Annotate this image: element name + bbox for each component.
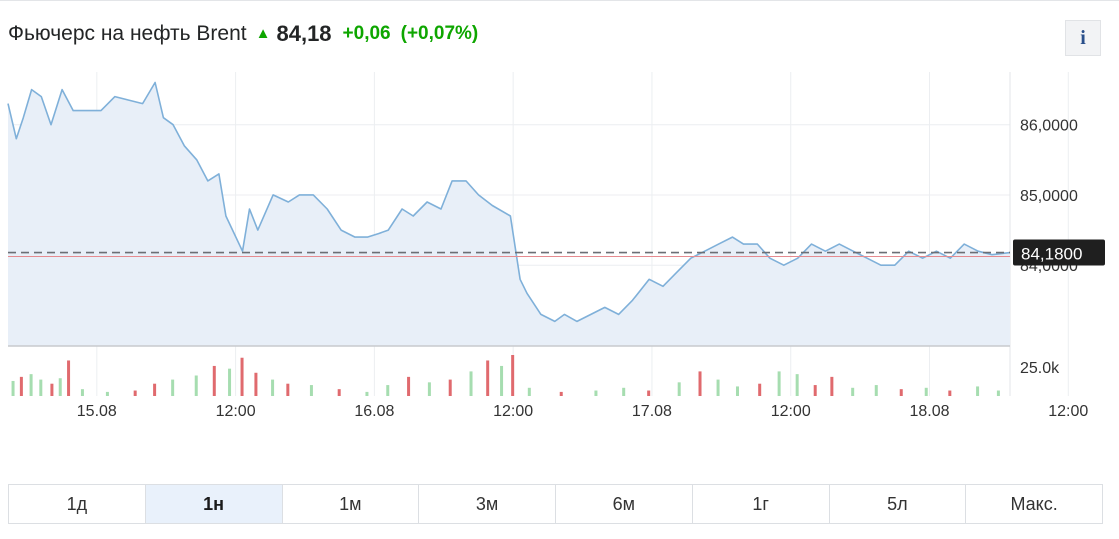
- volume-bar: [133, 390, 137, 396]
- volume-bar: [948, 390, 952, 396]
- volume-bar: [851, 387, 855, 396]
- volume-bar: [448, 379, 452, 396]
- volume-bar: [153, 383, 157, 396]
- y-tick-label: 86,0000: [1020, 118, 1078, 135]
- tab-1w[interactable]: 1н: [145, 485, 283, 523]
- volume-bar: [777, 371, 781, 396]
- volume-bar: [874, 385, 878, 396]
- volume-bar: [39, 379, 43, 396]
- volume-bar: [527, 387, 531, 396]
- volume-bar: [427, 382, 431, 396]
- volume-bar: [486, 360, 490, 396]
- price-line: [7, 81, 1011, 323]
- volume-bar: [511, 355, 515, 396]
- volume-bar: [254, 372, 258, 396]
- volume-bar: [830, 376, 834, 396]
- tab-1y[interactable]: 1г: [693, 485, 830, 523]
- volume-bar: [80, 389, 84, 396]
- volume-bar: [407, 376, 411, 396]
- volume-bar: [647, 390, 651, 396]
- volume-bar: [758, 383, 762, 396]
- top-divider: [0, 0, 1119, 1]
- volume-bar: [50, 383, 54, 396]
- volume-bar: [19, 376, 23, 396]
- volume-bar: [67, 360, 71, 396]
- volume-bar: [309, 385, 313, 396]
- volume-bar: [286, 383, 290, 396]
- instrument-title: Фьючерс на нефть Brent: [8, 22, 247, 45]
- x-tick-label: 17.08: [632, 403, 672, 420]
- volume-tick-label: 25.0k: [1020, 360, 1060, 377]
- volume-bar: [698, 371, 702, 396]
- last-price-badge: [1013, 239, 1105, 266]
- volume-bar: [795, 374, 799, 396]
- volume-bar: [228, 368, 232, 396]
- y-tick-label: 85,0000: [1020, 188, 1078, 205]
- volume-bar: [212, 365, 216, 396]
- volume-bar: [105, 391, 109, 396]
- x-tick-label: 12:00: [493, 403, 533, 420]
- instrument-header: Фьючерс на нефть Brent ▲ 84,18 +0,06 (+0…: [8, 18, 478, 50]
- tab-3m[interactable]: 3м: [419, 485, 556, 523]
- volume-bar: [996, 390, 1000, 396]
- volume-bar: [29, 374, 33, 396]
- volume-bar: [240, 357, 244, 396]
- info-button[interactable]: i: [1065, 20, 1101, 56]
- volume-bar: [469, 371, 473, 396]
- tab-max[interactable]: Макс.: [1010, 493, 1058, 514]
- tab-1m[interactable]: 1м: [283, 485, 420, 523]
- volume-bar: [271, 379, 275, 396]
- volume-bar: [559, 391, 563, 396]
- tab-1d[interactable]: 1д: [9, 485, 146, 523]
- price-area: [8, 82, 1010, 346]
- volume-bar: [622, 387, 626, 396]
- volume-bar: [813, 385, 817, 396]
- volume-bar: [500, 365, 504, 396]
- volume-bar: [924, 387, 928, 396]
- volume-bar: [337, 389, 341, 396]
- volume-bar: [677, 382, 681, 396]
- x-tick-label: 12:00: [216, 403, 256, 420]
- volume-bar: [58, 378, 62, 396]
- volume-bar: [594, 390, 598, 396]
- x-tick-label: 18.08: [909, 403, 949, 420]
- volume-bar: [11, 380, 15, 396]
- tab-6m[interactable]: 6м: [556, 485, 693, 523]
- tab-5y[interactable]: 5л: [830, 485, 967, 523]
- volume-bar: [194, 375, 198, 396]
- volume-bar: [899, 389, 903, 396]
- volume-bar: [386, 385, 390, 396]
- last-price: 84,18: [276, 21, 332, 46]
- price-change: +0,06: [342, 23, 391, 44]
- last-price-badge-label: 84,1800: [1021, 245, 1082, 264]
- x-tick-label: 16.08: [354, 403, 394, 420]
- period-tabs: 1д 1н 1м 3м 6м 1г 5л Макс.: [8, 484, 1103, 524]
- x-tick-label: 15.08: [77, 403, 117, 420]
- volume-bar: [735, 386, 739, 396]
- x-tick-label: 12:00: [771, 403, 811, 420]
- volume-bar: [171, 379, 175, 396]
- up-arrow-icon: ▲: [255, 24, 271, 42]
- volume-bar: [365, 391, 369, 396]
- price-change-percent: (+0,07%): [400, 23, 479, 44]
- volume-bar: [976, 386, 980, 396]
- x-tick-label: 12:00: [1048, 403, 1088, 420]
- volume-bar: [716, 379, 720, 396]
- price-chart[interactable]: Investing.com86,000085,000084,000084,180…: [0, 60, 1119, 430]
